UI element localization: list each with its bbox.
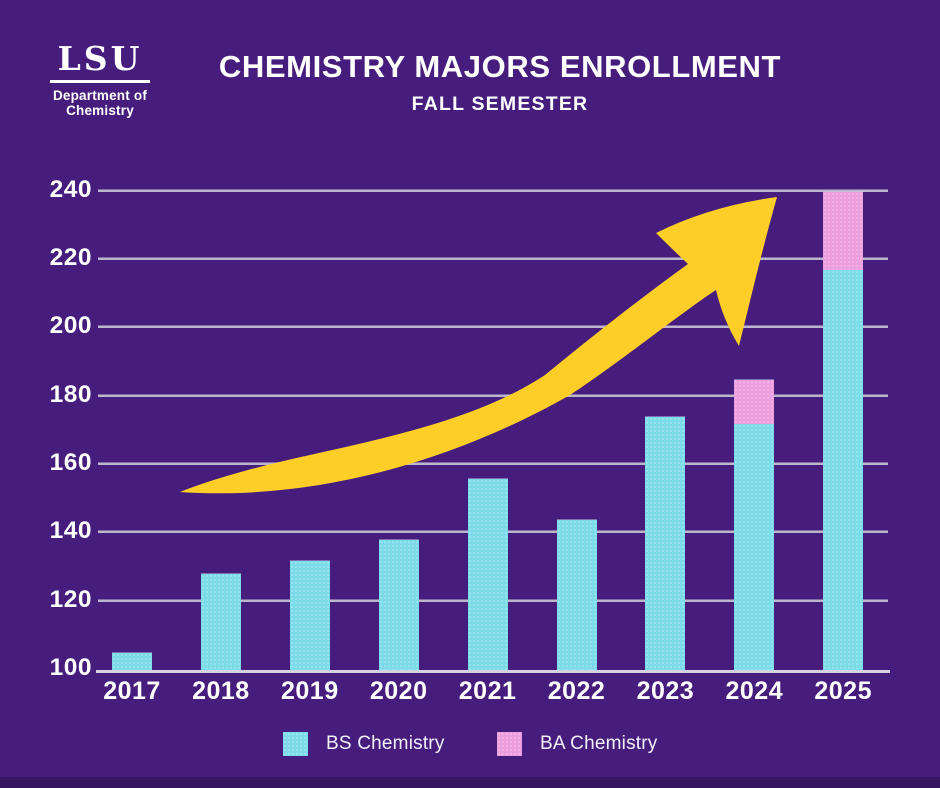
y-axis-label-120: 120 — [49, 585, 92, 613]
bar-2022-bs-segment — [556, 519, 597, 670]
y-axis-label-100: 100 — [49, 654, 92, 681]
x-axis-line — [96, 670, 890, 673]
lsu-logo-wordmark: LSU — [57, 39, 143, 78]
gridline-200 — [98, 326, 888, 329]
x-axis-label-2022: 2022 — [547, 677, 606, 705]
bar-2023-bs-segment — [645, 417, 686, 670]
x-axis-label-2020: 2020 — [369, 677, 428, 705]
lsu-logo-divider — [50, 80, 150, 83]
lsu-logo-dept-line1: Department of — [52, 87, 148, 103]
lsu-logo-dept-line2: Chemistry — [66, 103, 134, 118]
bar-2018-bs-segment — [200, 574, 241, 670]
x-axis-label-2024: 2024 — [725, 677, 784, 705]
x-axis-label-2018: 2018 — [192, 677, 250, 705]
bar-2025-ba-segment — [823, 191, 864, 271]
y-axis-label-160: 160 — [49, 448, 92, 476]
lsu-logo: LSU Department of Chemistry — [44, 42, 156, 119]
bar-2020-bs-segment — [378, 540, 419, 670]
ba-chemistry-swatch-icon — [497, 732, 522, 756]
y-axis-label-180: 180 — [49, 380, 92, 408]
chart-title: CHEMISTRY MAJORS ENROLLMENT — [218, 49, 782, 84]
bar-2025-bs-segment — [823, 270, 864, 670]
gridline-240 — [98, 189, 888, 192]
legend-label-bs: BS Chemistry — [326, 733, 445, 754]
x-axis-label-2025: 2025 — [814, 677, 872, 705]
bs-chemistry-swatch-icon — [283, 732, 308, 756]
chart-legend: BS Chemistry BA Chemistry — [0, 729, 940, 759]
x-axis-label-2023: 2023 — [636, 677, 695, 705]
x-axis-label-2017: 2017 — [103, 677, 161, 705]
legend-item-bs-chemistry: BS Chemistry — [283, 729, 445, 759]
y-axis-label-200: 200 — [49, 312, 92, 340]
bar-2024-ba-segment — [734, 379, 775, 424]
legend-item-ba-chemistry: BA Chemistry — [497, 729, 658, 759]
x-axis-label-2019: 2019 — [280, 677, 339, 705]
header: CHEMISTRY MAJORS ENROLLMENT FALL SEMESTE… — [130, 50, 870, 116]
y-axis-label-240: 240 — [49, 175, 92, 203]
bar-2017-bs-segment — [112, 652, 152, 670]
chart-subtitle: FALL SEMESTER — [411, 93, 589, 115]
bar-2024-bs-segment — [734, 423, 775, 670]
bottom-accent-strip — [0, 777, 940, 788]
bar-2021-bs-segment — [467, 478, 508, 670]
y-axis-label-140: 140 — [49, 517, 92, 545]
y-axis-label-220: 220 — [49, 243, 92, 271]
bar-2019-bs-segment — [289, 560, 330, 670]
gridline-220 — [98, 257, 888, 260]
legend-label-ba: BA Chemistry — [540, 733, 658, 754]
x-axis-label-2021: 2021 — [458, 677, 517, 705]
